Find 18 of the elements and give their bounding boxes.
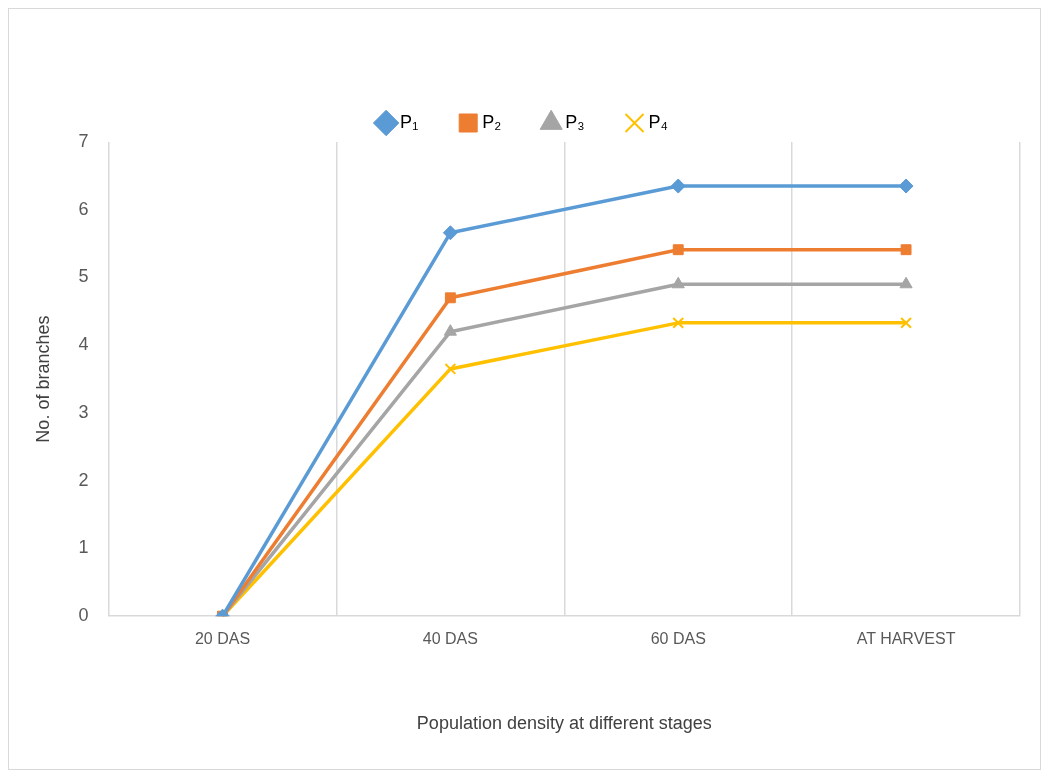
y-tick-label: 3 bbox=[78, 401, 89, 422]
x-tick-label: 20 DAS bbox=[194, 630, 251, 648]
legend-label: P₃ bbox=[565, 111, 585, 132]
y-tick-label: 7 bbox=[78, 130, 89, 151]
legend-label: P₄ bbox=[648, 111, 668, 132]
x-tick-label: AT HARVEST bbox=[856, 630, 956, 648]
y-tick-label: 5 bbox=[78, 266, 89, 287]
y-tick-label: 6 bbox=[78, 198, 89, 219]
legend-label: P₁ bbox=[400, 111, 419, 132]
y-axis-title: No. of branches bbox=[32, 315, 53, 443]
x-tick-label: 60 DAS bbox=[650, 630, 706, 648]
y-tick-label: 4 bbox=[78, 334, 89, 355]
y-tick-label: 1 bbox=[78, 537, 89, 558]
legend-label: P₂ bbox=[482, 111, 502, 132]
y-tick-label: 0 bbox=[78, 605, 89, 626]
y-tick-label: 2 bbox=[78, 469, 89, 490]
x-tick-label: 40 DAS bbox=[422, 630, 478, 648]
x-axis-title: Population density at different stages bbox=[416, 713, 712, 734]
